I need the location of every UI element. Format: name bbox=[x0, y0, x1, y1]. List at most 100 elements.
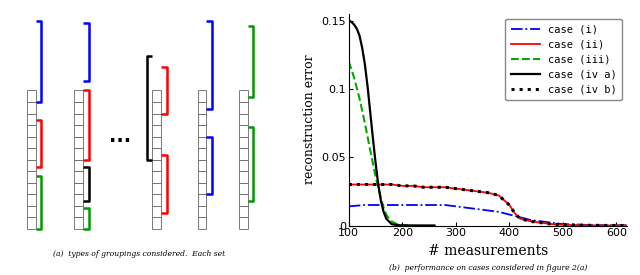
case (iii) bbox=[404, 224, 412, 227]
case (iv b) bbox=[431, 186, 438, 189]
case (iv b) bbox=[570, 224, 577, 227]
Line: case (ii): case (ii) bbox=[349, 185, 627, 225]
X-axis label: # measurements: # measurements bbox=[428, 244, 548, 258]
case (iv a) bbox=[345, 19, 353, 22]
Bar bbox=[198, 102, 206, 114]
Text: ...: ... bbox=[109, 127, 131, 146]
Bar bbox=[28, 218, 36, 229]
case (iv b) bbox=[623, 224, 631, 227]
case (iv a) bbox=[356, 34, 364, 37]
case (ii) bbox=[602, 224, 610, 227]
case (ii) bbox=[516, 217, 524, 220]
Bar bbox=[198, 194, 206, 206]
Bar bbox=[74, 137, 83, 148]
case (iv a) bbox=[364, 84, 371, 88]
case (iv b) bbox=[399, 184, 406, 188]
case (iii) bbox=[345, 60, 353, 63]
case (ii) bbox=[399, 184, 406, 188]
case (iv b) bbox=[361, 183, 369, 186]
case (i) bbox=[420, 203, 428, 207]
Bar bbox=[198, 125, 206, 137]
Bar bbox=[28, 114, 36, 125]
Bar bbox=[74, 90, 83, 102]
case (iii) bbox=[388, 220, 396, 223]
case (iv b) bbox=[580, 224, 588, 227]
Bar bbox=[239, 206, 248, 218]
Line: case (iii): case (iii) bbox=[349, 62, 408, 226]
case (i) bbox=[484, 209, 492, 212]
Bar bbox=[198, 114, 206, 125]
case (iv a) bbox=[361, 63, 369, 66]
Bar bbox=[74, 125, 83, 137]
case (iv b) bbox=[484, 191, 492, 194]
case (ii) bbox=[591, 224, 599, 227]
case (iv b) bbox=[452, 187, 460, 190]
Bar bbox=[28, 90, 36, 102]
case (i) bbox=[591, 224, 599, 227]
case (iv a) bbox=[377, 199, 385, 203]
case (iv a) bbox=[372, 161, 380, 164]
case (iii) bbox=[350, 76, 358, 79]
case (iv b) bbox=[527, 220, 534, 223]
Line: case (iv b): case (iv b) bbox=[349, 185, 627, 225]
case (iv b) bbox=[388, 183, 396, 186]
case (iii) bbox=[385, 217, 393, 220]
Bar bbox=[74, 218, 83, 229]
case (iv a) bbox=[366, 111, 374, 114]
Bar bbox=[74, 194, 83, 206]
Bar bbox=[74, 160, 83, 171]
Bar bbox=[152, 194, 161, 206]
case (iv b) bbox=[591, 224, 599, 227]
case (i) bbox=[399, 203, 406, 207]
case (iv a) bbox=[380, 210, 387, 213]
case (iv a) bbox=[350, 23, 358, 26]
case (i) bbox=[506, 213, 513, 216]
case (iv b) bbox=[377, 183, 385, 186]
case (iv b) bbox=[409, 184, 417, 188]
Bar bbox=[239, 160, 248, 171]
case (iv a) bbox=[348, 20, 355, 24]
case (iii) bbox=[380, 206, 387, 209]
case (iv b) bbox=[420, 186, 428, 189]
case (iv b) bbox=[474, 190, 481, 193]
Bar bbox=[152, 90, 161, 102]
Bar bbox=[239, 114, 248, 125]
case (iv b) bbox=[548, 222, 556, 226]
Bar bbox=[74, 206, 83, 218]
case (i) bbox=[377, 203, 385, 207]
case (ii) bbox=[548, 222, 556, 226]
Bar bbox=[152, 183, 161, 194]
Bar bbox=[198, 160, 206, 171]
Bar bbox=[239, 90, 248, 102]
case (ii) bbox=[431, 186, 438, 189]
case (ii) bbox=[420, 186, 428, 189]
case (iii) bbox=[356, 97, 364, 100]
case (i) bbox=[409, 203, 417, 207]
case (i) bbox=[623, 224, 631, 227]
Bar bbox=[239, 137, 248, 148]
Bar bbox=[239, 102, 248, 114]
Bar bbox=[239, 194, 248, 206]
Bar bbox=[198, 206, 206, 218]
case (iii) bbox=[361, 121, 369, 125]
Line: case (iv a): case (iv a) bbox=[349, 21, 435, 226]
case (ii) bbox=[538, 221, 545, 224]
case (iii) bbox=[390, 221, 398, 224]
case (iii) bbox=[366, 149, 374, 152]
Legend: case (i), case (ii), case (iii), case (iv a), case (iv b): case (i), case (ii), case (iii), case (i… bbox=[506, 19, 622, 100]
Bar bbox=[152, 218, 161, 229]
case (i) bbox=[345, 205, 353, 208]
case (iv a) bbox=[388, 222, 396, 226]
Bar bbox=[28, 160, 36, 171]
case (iv b) bbox=[506, 203, 513, 207]
case (i) bbox=[612, 224, 620, 227]
case (ii) bbox=[409, 184, 417, 188]
case (i) bbox=[463, 206, 470, 209]
Bar bbox=[239, 183, 248, 194]
case (iv a) bbox=[383, 217, 390, 220]
case (iii) bbox=[393, 222, 401, 226]
case (ii) bbox=[388, 183, 396, 186]
case (iii) bbox=[377, 197, 385, 200]
Bar bbox=[152, 137, 161, 148]
Bar bbox=[28, 102, 36, 114]
